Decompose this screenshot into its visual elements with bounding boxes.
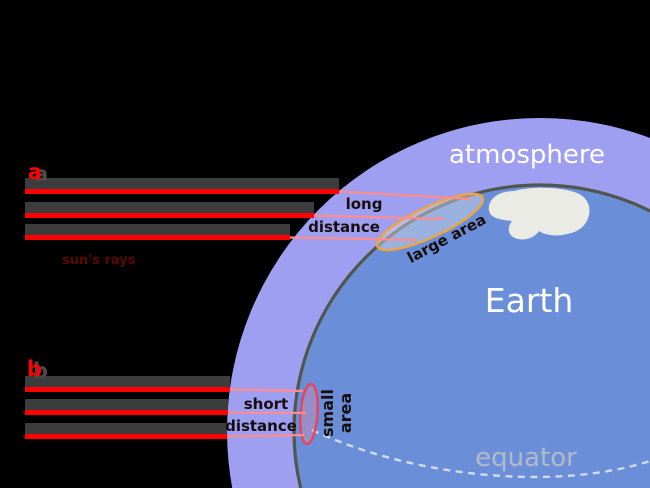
ray-shadow [25, 202, 314, 213]
ray-shadow [25, 399, 228, 410]
ray-attenuated-line [229, 388, 304, 393]
equator-label: equator [475, 443, 577, 473]
sun-ray [25, 178, 473, 201]
ray-red-line [25, 387, 230, 392]
equator-line [311, 428, 650, 479]
short-distance-label-line2: distance [225, 417, 297, 435]
small-area-label: smallarea [318, 389, 355, 437]
ray-red-line [25, 213, 314, 218]
small-area-label-line1: small [318, 389, 337, 437]
sun-ray [25, 376, 304, 393]
ray-red-line [25, 434, 227, 439]
small-area-label-line2: area [336, 393, 355, 433]
ray-shadow [25, 178, 339, 189]
atmosphere-label: atmosphere [449, 140, 605, 170]
long-distance-label-line2: distance [308, 218, 380, 236]
sun-ray [25, 224, 418, 242]
ray-shadow [25, 376, 230, 387]
ray-attenuated-line [227, 411, 307, 415]
large-area-ellipse [375, 192, 485, 252]
sun-ray [25, 202, 445, 221]
landmass-shape [488, 187, 590, 240]
ray-red-line [25, 235, 290, 240]
ray-group-a-label: a [28, 160, 42, 184]
ray-red-line [25, 410, 228, 415]
sun-ray [25, 399, 307, 415]
sun-rays-group-b: b b [25, 357, 307, 439]
suns-rays-label: sun's rays [62, 253, 136, 268]
ray-shadow [25, 224, 290, 235]
earth-label: Earth [485, 281, 574, 320]
ray-shadow [25, 423, 227, 434]
ray-attenuated-line [313, 214, 445, 221]
ray-attenuated-line [338, 190, 473, 201]
ray-attenuated-line [289, 236, 418, 242]
ray-group-b-label: b [27, 357, 42, 381]
long-distance-label-line1: long [346, 195, 383, 213]
ray-attenuated-line [226, 433, 305, 438]
earth-circle [292, 183, 650, 488]
ray-red-line [25, 189, 339, 194]
ray-group-b-label-shadow: b [33, 359, 48, 383]
sun-ray [25, 423, 305, 439]
ray-group-a-label-shadow: a [34, 162, 48, 186]
sun-rays-group-a: a a [25, 160, 473, 242]
short-distance-label-line1: short [244, 395, 288, 413]
